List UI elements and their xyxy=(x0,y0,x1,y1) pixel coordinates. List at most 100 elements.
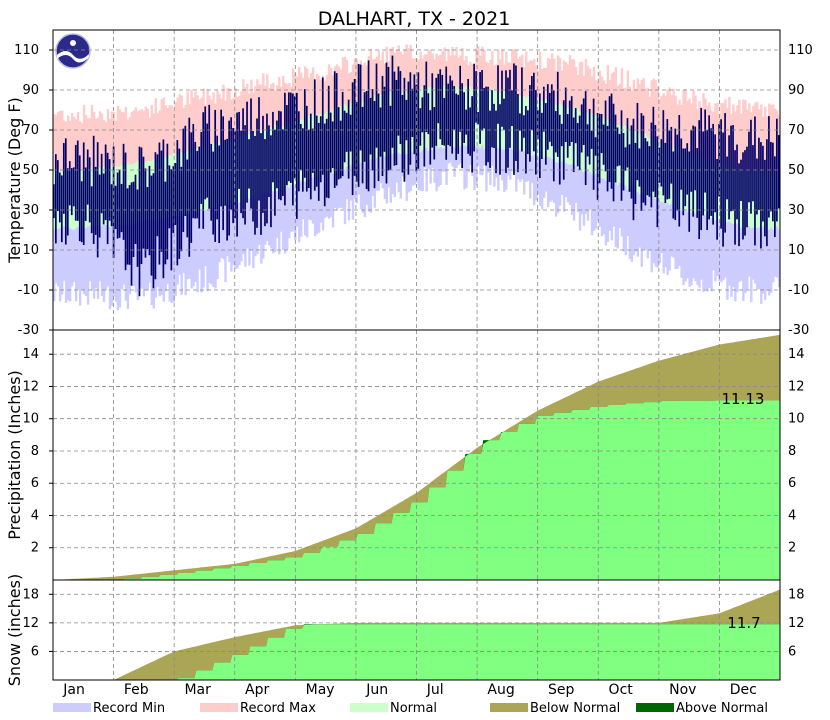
record-min-bar xyxy=(375,157,379,191)
observed-temperature-bar xyxy=(646,141,649,196)
record-min-bar xyxy=(435,145,438,192)
observed-temperature-bar xyxy=(198,146,201,229)
observed-temperature-bar xyxy=(712,123,714,225)
record-min-bar xyxy=(451,146,454,167)
record-max-bar xyxy=(632,80,635,132)
record-max-bar xyxy=(270,84,273,128)
observed-temperature-bar xyxy=(238,111,240,189)
observed-temperature-bar xyxy=(650,122,653,208)
record-max-bar xyxy=(668,87,671,148)
observed-temperature-bar xyxy=(519,113,521,131)
record-min-bar xyxy=(224,204,227,282)
record-max-bar xyxy=(98,111,102,169)
record-min-bar xyxy=(315,177,319,235)
observed-temperature-bar xyxy=(108,159,111,221)
record-max-bar xyxy=(130,112,134,165)
observed-temperature-bar xyxy=(640,113,643,211)
record-max-bar xyxy=(369,49,373,101)
record-max-bar xyxy=(244,87,247,137)
record-min-bar xyxy=(313,175,317,237)
record-max-bar xyxy=(562,60,566,108)
observed-temperature-bar xyxy=(399,71,402,145)
observed-temperature-bar xyxy=(662,110,665,196)
legend-label-0: Record Min xyxy=(93,701,165,716)
record-max-bar xyxy=(142,111,146,164)
observed-temperature-bar xyxy=(415,84,418,172)
record-max-bar xyxy=(443,47,446,86)
record-min-bar xyxy=(527,153,530,181)
observed-temperature-bar xyxy=(475,71,477,123)
observed-temperature-bar xyxy=(248,139,250,189)
record-min-bar xyxy=(250,198,253,251)
record-min-bar xyxy=(746,225,749,290)
observed-temperature-bar xyxy=(449,75,452,147)
y-tick-label-left: 4 xyxy=(31,508,39,523)
record-min-bar xyxy=(750,228,753,303)
y-tick-label-right: -10 xyxy=(788,283,809,298)
record-max-bar xyxy=(596,81,600,116)
record-max-bar xyxy=(654,80,657,142)
observed-temperature-bar xyxy=(272,111,274,183)
observed-temperature-bar xyxy=(726,156,728,200)
record-min-bar xyxy=(638,194,641,248)
record-min-bar xyxy=(238,202,241,266)
record-max-bar xyxy=(242,79,245,136)
record-max-bar xyxy=(644,88,647,134)
legend-swatch-4 xyxy=(636,703,674,712)
observed-temperature-bar xyxy=(654,125,657,198)
record-max-bar xyxy=(232,98,235,140)
record-max-bar xyxy=(694,95,697,157)
observed-temperature-bar xyxy=(264,139,266,227)
record-min-bar xyxy=(84,227,88,296)
observed-temperature-bar xyxy=(76,140,79,221)
y-tick-label-right: 4 xyxy=(788,508,796,523)
observed-temperature-bar xyxy=(660,139,663,187)
record-max-bar xyxy=(339,69,343,106)
observed-temperature-bar xyxy=(156,154,159,237)
observed-temperature-bar xyxy=(594,137,597,156)
record-max-bar xyxy=(329,67,333,112)
record-max-bar xyxy=(373,58,377,96)
record-min-bar xyxy=(399,153,402,199)
observed-temperature-bar xyxy=(278,110,280,200)
observed-temperature-bar xyxy=(282,129,284,197)
observed-temperature-bar xyxy=(174,163,177,226)
record-min-bar xyxy=(616,185,620,249)
record-max-bar xyxy=(114,120,118,167)
record-min-bar xyxy=(678,207,681,266)
record-max-bar xyxy=(475,48,478,91)
observed-temperature-bar xyxy=(363,92,366,162)
record-min-bar xyxy=(56,228,60,287)
record-max-bar xyxy=(172,110,175,154)
observed-temperature-bar xyxy=(154,152,157,280)
record-min-bar xyxy=(54,229,58,284)
record-min-bar xyxy=(331,173,335,228)
y-tick-label-right: -30 xyxy=(788,323,809,338)
record-max-bar xyxy=(80,123,84,171)
record-min-bar xyxy=(222,204,225,260)
record-max-bar xyxy=(453,55,456,88)
observed-temperature-bar xyxy=(722,132,724,247)
record-min-bar xyxy=(108,227,112,310)
record-max-bar xyxy=(501,49,504,91)
record-max-bar xyxy=(499,59,502,94)
record-max-bar xyxy=(166,107,169,158)
record-min-bar xyxy=(712,217,715,271)
observed-temperature-bar xyxy=(638,148,641,187)
observed-temperature-bar xyxy=(467,78,469,154)
observed-temperature-bar xyxy=(690,130,693,192)
record-min-bar xyxy=(648,196,651,250)
record-max-bar xyxy=(256,79,259,133)
record-min-bar xyxy=(738,227,741,282)
record-max-bar xyxy=(286,83,289,124)
record-min-bar xyxy=(204,210,207,267)
record-min-bar xyxy=(78,228,82,306)
record-max-bar xyxy=(592,66,596,115)
record-max-bar xyxy=(762,116,765,174)
observed-temperature-bar xyxy=(80,181,83,243)
observed-temperature-bar xyxy=(463,92,465,144)
record-max-bar xyxy=(108,118,112,169)
record-max-bar xyxy=(740,113,743,172)
record-max-bar xyxy=(600,76,604,117)
record-min-bar xyxy=(53,229,56,302)
